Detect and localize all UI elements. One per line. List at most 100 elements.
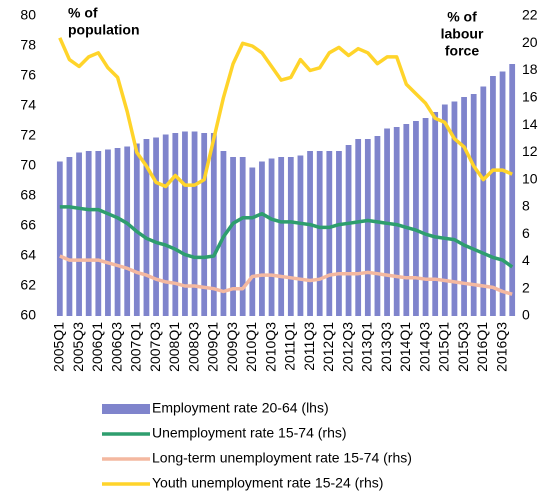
bar	[422, 118, 429, 316]
y-tick-label: 78	[20, 37, 36, 53]
legend-swatch	[102, 404, 150, 414]
bar	[509, 64, 516, 316]
x-tick-label: 2015Q1	[436, 322, 452, 372]
bar	[432, 112, 439, 316]
bar	[316, 151, 323, 316]
bar	[249, 167, 256, 316]
y-tick-label: 76	[20, 67, 36, 83]
bar	[364, 139, 371, 316]
bar	[345, 145, 352, 316]
legend-label: Youth unemployment rate 15-24 (rhs)	[152, 475, 383, 491]
x-tick-label: 2011Q1	[282, 322, 298, 371]
y2-tick-label: 22	[522, 7, 538, 23]
bar	[95, 151, 102, 316]
bar	[191, 131, 198, 316]
y-tick-label: 68	[20, 187, 36, 203]
bar	[403, 124, 410, 316]
x-tick-label: 2008Q3	[185, 322, 201, 372]
bar	[470, 94, 477, 316]
line	[59, 254, 513, 296]
bar	[451, 101, 458, 316]
bar	[441, 104, 448, 316]
bar	[201, 133, 208, 316]
bar	[499, 71, 506, 316]
annotation: % of	[447, 9, 477, 25]
bar	[278, 157, 285, 316]
y2-tick-label: 12	[522, 143, 538, 159]
x-tick-label: 2014Q1	[397, 322, 413, 372]
bar	[220, 151, 227, 316]
bar	[76, 152, 82, 316]
annotation: % of	[68, 5, 98, 21]
x-tick-label: 2014Q3	[416, 322, 432, 372]
x-tick-label: 2010Q1	[243, 322, 259, 372]
bar	[172, 133, 179, 316]
bar	[153, 137, 159, 316]
y2-tick-label: 16	[522, 89, 538, 105]
bar	[114, 148, 121, 316]
bar	[374, 136, 381, 316]
bar	[124, 146, 131, 316]
annotation: labour	[441, 26, 484, 42]
x-tick-label: 2005Q3	[70, 322, 86, 372]
x-tick-label: 2009Q1	[205, 322, 221, 372]
bar	[268, 158, 275, 316]
y-tick-label: 80	[20, 7, 36, 23]
annotation: force	[445, 43, 479, 59]
bar	[393, 127, 400, 316]
y-tick-label: 70	[20, 157, 36, 173]
bar	[162, 134, 169, 316]
x-tick-label: 2015Q3	[455, 322, 471, 372]
bar	[287, 157, 294, 316]
y-tick-label: 60	[20, 307, 36, 323]
y-tick-label: 72	[20, 127, 36, 143]
x-tick-label: 2009Q3	[224, 322, 240, 372]
bar	[336, 151, 342, 316]
x-tick-label: 2016Q3	[493, 322, 509, 372]
x-tick-label: 2007Q1	[128, 322, 144, 372]
y2-tick-label: 4	[522, 252, 530, 268]
bar	[259, 161, 265, 316]
y-tick-label: 66	[20, 217, 36, 233]
bar	[490, 76, 496, 316]
bar	[56, 161, 63, 316]
legend-label: Unemployment rate 15-74 (rhs)	[152, 425, 347, 441]
annotation: population	[68, 22, 140, 38]
bar	[239, 157, 246, 316]
y2-tick-label: 8	[522, 198, 530, 214]
x-tick-label: 2008Q1	[166, 322, 182, 372]
bar	[66, 157, 73, 316]
x-tick-label: 2006Q3	[108, 322, 124, 372]
legend-label: Employment rate 20-64 (lhs)	[152, 400, 329, 416]
bar	[480, 86, 487, 316]
bar	[307, 151, 313, 316]
y2-tick-label: 20	[522, 34, 538, 50]
bar	[85, 151, 92, 316]
y2-tick-label: 14	[522, 116, 538, 132]
bar	[461, 97, 467, 316]
y2-tick-label: 6	[522, 225, 530, 241]
y-tick-label: 62	[20, 277, 36, 293]
bar	[182, 131, 188, 316]
x-tick-label: 2016Q1	[474, 322, 490, 372]
x-tick-label: 2006Q1	[89, 322, 105, 372]
bar	[355, 139, 362, 316]
x-tick-label: 2007Q3	[147, 322, 163, 372]
bar	[210, 133, 217, 316]
bar	[297, 155, 304, 316]
y2-tick-label: 10	[522, 170, 538, 186]
x-tick-label: 2012Q3	[339, 322, 355, 372]
bar	[413, 121, 419, 316]
legend-label: Long-term unemployment rate 15-74 (rhs)	[152, 450, 412, 466]
x-tick-label: 2013Q1	[359, 322, 375, 372]
x-tick-label: 2012Q1	[320, 322, 336, 372]
y2-tick-label: 18	[522, 61, 538, 77]
bar	[143, 139, 150, 316]
line	[58, 37, 513, 189]
y-tick-label: 74	[20, 97, 36, 113]
bar	[326, 151, 333, 316]
y2-tick-label: 2	[522, 279, 530, 295]
x-tick-label: 2010Q3	[262, 322, 278, 372]
x-tick-label: 2005Q1	[51, 322, 67, 372]
